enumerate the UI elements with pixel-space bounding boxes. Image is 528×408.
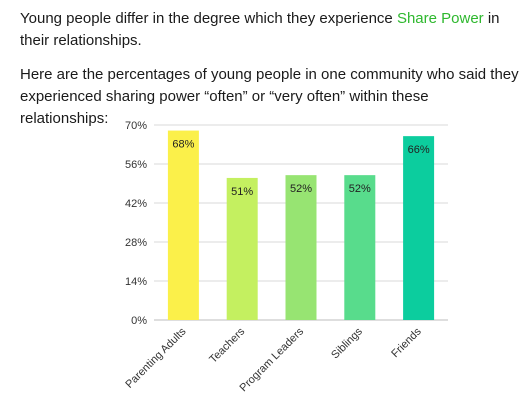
bar-value-label: 52% [290, 183, 312, 195]
share-power-highlight: Share Power [396, 10, 484, 27]
bar-value-label: 68% [172, 139, 194, 151]
intro-before: Young people differ in the degree which … [20, 10, 397, 27]
y-tick-label: 42% [125, 198, 147, 210]
x-tick-label: Program Leaders [238, 325, 307, 394]
bar-value-label: 51% [231, 186, 253, 198]
bar-value-label: 66% [408, 144, 430, 156]
intro-after: in their relationships. [20, 10, 500, 49]
x-tick-label: Siblings [329, 325, 365, 361]
x-tick-label: Parenting Adults [123, 325, 188, 390]
intro-text: Young people differ in the degree which … [20, 8, 520, 52]
y-tick-label: 56% [125, 159, 147, 171]
description-text: Here are the percentages of young people… [20, 66, 519, 127]
bar-value-label: 52% [349, 183, 371, 195]
y-tick-label: 14% [125, 276, 147, 288]
chart-bars: 68% 51% 52% 52% 66% [167, 130, 435, 320]
x-tick-label: Teachers [207, 325, 247, 365]
bar-program-leaders [285, 175, 317, 320]
y-tick-label: 70% [125, 120, 147, 132]
y-tick-label: 0% [131, 315, 147, 327]
bar-siblings [344, 175, 376, 320]
bar-friends [403, 136, 435, 320]
x-tick-label: Friends [389, 325, 424, 360]
bar-teachers [226, 177, 258, 320]
y-tick-label: 28% [125, 237, 147, 249]
y-axis-ticks: 0% 14% 28% 42% 56% 70% [125, 120, 147, 327]
bar-parenting-adults [167, 130, 199, 320]
